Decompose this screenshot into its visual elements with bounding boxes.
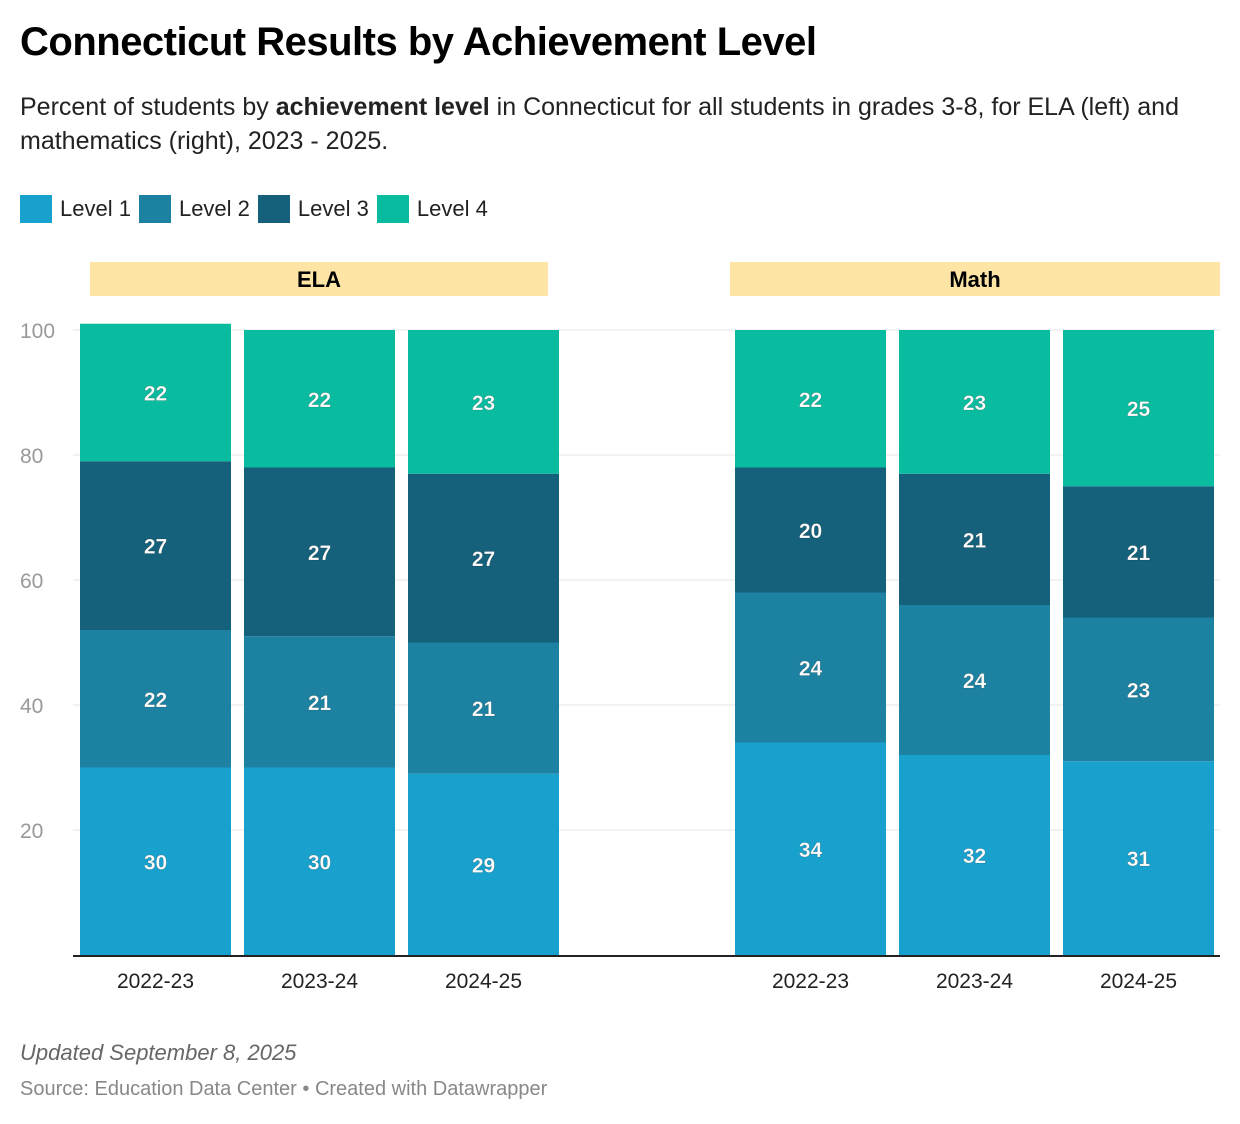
bar-segment xyxy=(80,323,231,462)
bar-segment xyxy=(1063,330,1214,487)
data-label: 30 xyxy=(308,851,331,874)
updated-date: Updated September 8, 2025 xyxy=(20,1040,297,1065)
bar-segment xyxy=(899,755,1050,955)
x-tick-label: 2024-25 xyxy=(1100,970,1177,993)
bar-segment xyxy=(80,630,231,768)
data-label: 31 xyxy=(1127,848,1151,871)
data-label: 22 xyxy=(799,389,822,412)
bar-segment xyxy=(244,467,395,637)
data-label: 23 xyxy=(1127,679,1150,702)
y-tick-label: 60 xyxy=(20,570,43,593)
legend-swatch xyxy=(376,195,409,223)
bar-segment xyxy=(408,773,559,955)
bar-segment xyxy=(1063,761,1214,955)
chart-title: Connecticut Results by Achievement Level xyxy=(20,20,817,64)
data-label: 22 xyxy=(308,389,331,412)
subtitle-post: in Connecticut for all students in grade… xyxy=(20,93,1179,155)
source-credit: Source: Education Data Center • Created … xyxy=(20,1078,548,1100)
legend-item: Level 3 xyxy=(257,195,369,223)
x-tick-label: 2022-23 xyxy=(117,970,194,993)
x-tick-label: 2023-24 xyxy=(936,970,1013,993)
bar-segment xyxy=(244,330,395,468)
bar-segment xyxy=(899,330,1050,474)
bar-segment xyxy=(80,461,231,630)
bar-segment xyxy=(899,473,1050,605)
data-label: 29 xyxy=(472,854,495,877)
data-label: 21 xyxy=(963,529,987,552)
data-label: 21 xyxy=(308,692,332,715)
bar-segment xyxy=(244,767,395,955)
data-label: 25 xyxy=(1127,398,1151,421)
chart-subtitle: Percent of students by achievement level… xyxy=(20,90,1210,158)
data-label: 32 xyxy=(963,845,986,868)
legend-swatch xyxy=(257,195,290,223)
legend-item: Level 2 xyxy=(138,195,250,223)
legend-label: Level 2 xyxy=(178,196,250,221)
y-tick-label: 80 xyxy=(20,445,43,468)
x-tick-label: 2024-25 xyxy=(445,970,522,993)
legend-swatch xyxy=(138,195,171,223)
legend-swatch xyxy=(20,195,52,223)
legend: Level 1 Level 2 Level 3 Level 4 xyxy=(20,195,488,223)
legend-item: Level 1 xyxy=(20,195,131,223)
data-label: 27 xyxy=(308,542,331,565)
panel-header xyxy=(90,262,548,296)
legend-label: Level 3 xyxy=(297,196,369,221)
data-label: 23 xyxy=(472,392,495,415)
legend-label: Level 4 xyxy=(416,196,488,221)
bar-segment xyxy=(80,767,231,955)
bar-segment xyxy=(735,592,886,743)
data-label: 27 xyxy=(144,536,167,559)
data-label: 22 xyxy=(144,689,167,712)
bar-segment xyxy=(408,473,559,643)
legend-item: Level 4 xyxy=(376,195,488,223)
x-tick-label: 2022-23 xyxy=(772,970,849,993)
bar-segment xyxy=(735,467,886,593)
data-label: 24 xyxy=(963,670,987,693)
bar-segment xyxy=(735,742,886,955)
data-label: 30 xyxy=(144,851,167,874)
x-tick-label: 2023-24 xyxy=(281,970,358,993)
data-label: 21 xyxy=(472,698,496,721)
bar-segment xyxy=(735,330,886,468)
legend-label: Level 1 xyxy=(60,196,131,221)
y-tick-label: 20 xyxy=(20,820,43,843)
bar-segment xyxy=(1063,617,1214,762)
bar-segment xyxy=(899,605,1050,755)
panel-header xyxy=(730,262,1220,296)
bar-segment xyxy=(408,642,559,774)
y-tick-label: 40 xyxy=(20,695,43,718)
data-label: 23 xyxy=(963,392,986,415)
data-label: 22 xyxy=(144,383,167,406)
y-tick-label: 100 xyxy=(20,320,55,343)
data-label: 24 xyxy=(799,658,823,681)
subtitle-pre: Percent of students by xyxy=(20,93,276,121)
subtitle-bold: achievement level xyxy=(275,93,490,121)
panel-title: ELA xyxy=(297,267,341,292)
data-label: 21 xyxy=(1127,542,1151,565)
bar-segment xyxy=(1063,486,1214,618)
panel-title: Math xyxy=(949,267,1000,292)
data-label: 20 xyxy=(799,520,822,543)
bar-segment xyxy=(408,330,559,474)
bar-segment xyxy=(244,636,395,768)
data-label: 34 xyxy=(799,839,823,862)
data-label: 27 xyxy=(472,548,495,571)
